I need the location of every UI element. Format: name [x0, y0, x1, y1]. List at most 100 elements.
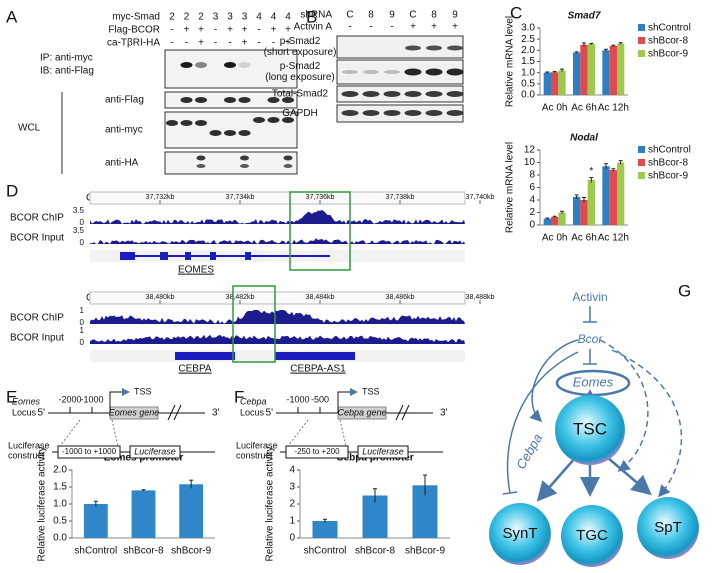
y-tick-label: 2 [529, 207, 535, 218]
error-bar [611, 44, 616, 47]
exon [175, 352, 235, 360]
bar [617, 43, 625, 95]
error-bar [574, 194, 579, 199]
y-tick-label: 1.0 [521, 67, 535, 78]
legend-label: shBcor-8 [648, 158, 688, 169]
legend-swatch [638, 159, 645, 166]
legend-swatch [638, 146, 645, 153]
construct-label: Luciferase [236, 440, 278, 450]
error-bar [589, 42, 594, 45]
position-label: -1000 [286, 394, 309, 404]
band [425, 110, 443, 116]
blot-label: Total-Smad2 [272, 89, 329, 100]
band [253, 117, 265, 123]
tss-arrow [337, 388, 358, 413]
scale-label: 0 [80, 338, 85, 347]
chart-title: Smad7 [568, 11, 601, 22]
signal-track [90, 310, 465, 324]
exon [160, 252, 168, 260]
error-bar [93, 500, 98, 507]
edge [611, 349, 683, 498]
y-tick-label: 4 [529, 195, 535, 206]
bar [573, 196, 581, 225]
bar [362, 495, 388, 538]
lane-label: + [410, 22, 416, 33]
lane-label: - [170, 25, 173, 36]
lane-label: - [390, 22, 393, 33]
projection-line [287, 419, 309, 447]
locus-label: Locus [12, 407, 37, 417]
cell-node [637, 497, 699, 559]
lane-label: 4 [256, 12, 262, 23]
lane-label: 8 [368, 10, 374, 21]
band [405, 45, 421, 51]
bar [573, 52, 581, 95]
gene-label: CEBPA [178, 364, 211, 375]
signal-track [90, 334, 465, 344]
highlight-box [232, 285, 276, 363]
end-label: 3' [212, 408, 220, 419]
blot-label: p-Smad2 [280, 36, 321, 47]
y-tick-label: 0.0 [521, 90, 535, 101]
legend-label: shBcor-9 [648, 49, 688, 60]
bar [609, 45, 617, 95]
ruler-label: 37,732kb [146, 194, 175, 201]
locus-label: Eomes [12, 396, 41, 406]
band [404, 110, 422, 116]
y-tick-label: 0 [529, 220, 535, 231]
lane-label: 2 [169, 12, 175, 23]
cell-node [561, 505, 623, 567]
bar [587, 44, 595, 95]
band [209, 130, 222, 136]
band [426, 45, 442, 51]
x-tick-label: Ac 12h [598, 103, 629, 114]
error-bar [589, 177, 594, 183]
row-label: ca-TβRI-HA [107, 38, 160, 49]
band [196, 155, 206, 161]
panel-label: E [6, 387, 17, 406]
error-bar [323, 518, 327, 523]
lane-label: 4 [271, 12, 277, 23]
ruler-label: 37,734kb [226, 194, 255, 201]
lane-label: + [227, 25, 233, 36]
blot-label: anti-Flag [105, 95, 144, 106]
lane-label: C [346, 10, 353, 21]
error-bar [545, 71, 550, 74]
range-label: -1000 to +1000 [62, 447, 117, 456]
y-axis-label: Relative luciferase activity [265, 446, 276, 561]
ip-label: IP: anti-myc [40, 53, 93, 64]
band [196, 164, 206, 168]
scale-label: 3.5 [73, 226, 85, 235]
lane-label: - [214, 38, 217, 49]
promoter-box [285, 445, 349, 459]
edge [607, 457, 652, 496]
lane-label: 2 [184, 12, 190, 23]
track-label: BCOR ChIP [10, 313, 64, 324]
bar [312, 521, 338, 538]
ib-label: IB: anti-Flag [40, 66, 94, 77]
blot-label: anti-HA [105, 158, 139, 169]
row-label: shRNA [300, 10, 332, 21]
position-label: -2000 [58, 394, 81, 404]
wcl-label: WCL [18, 123, 41, 134]
y-tick-label: 0.0 [53, 533, 67, 544]
error-bar [604, 163, 608, 169]
projection-line [111, 419, 119, 447]
lane-label: - [369, 22, 372, 33]
x-tick-label: shBcor-9 [171, 546, 211, 557]
legend-label: shControl [648, 145, 691, 156]
end-label: 5' [266, 408, 274, 419]
band [447, 45, 463, 51]
bar [558, 70, 566, 95]
y-tick-label: 0.5 [521, 78, 535, 89]
band [362, 110, 380, 116]
x-tick-label: shControl [74, 546, 117, 557]
row-label: myc-Smad [112, 12, 160, 23]
panel-label: F [234, 387, 244, 406]
lane-label: 4 [285, 12, 291, 23]
reporter-label: Luciferase [362, 446, 404, 456]
gene-label: EOMES [178, 265, 214, 276]
blot-label: p-Smad2 [280, 61, 321, 72]
reporter-label: Luciferase [134, 446, 176, 456]
